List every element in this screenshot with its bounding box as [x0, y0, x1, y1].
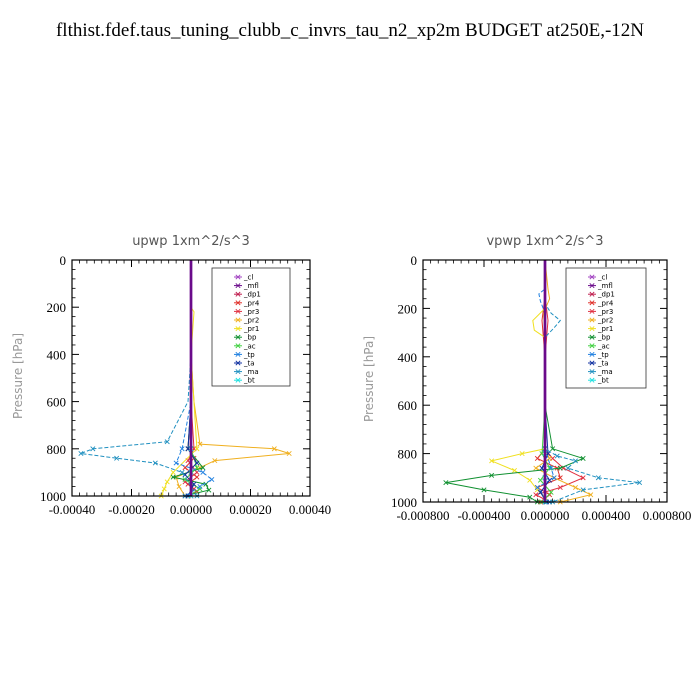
series_tp	[173, 260, 215, 499]
legend-label_pr2: _pr2	[597, 317, 613, 325]
series-line_pr1	[489, 260, 550, 503]
plot-frame	[422, 259, 668, 503]
series-line_ma	[544, 260, 640, 503]
y-tick-label: 400	[47, 347, 67, 362]
legend: _cl_mfl_dp1_pr4_pr3_pr2_pr1_bp_ac_tp_ta_…	[211, 267, 291, 387]
panel-title: upwp 1xm^2/s^3	[132, 234, 250, 249]
y-tick-label: 200	[398, 301, 418, 316]
x-tick-label: -0.00040	[49, 502, 96, 517]
plot-frame	[71, 259, 311, 497]
y-tick-label: 800	[398, 447, 418, 462]
legend-label_mfl: _mfl	[597, 282, 613, 290]
x-tick-label: -0.00020	[108, 502, 155, 517]
series_ma	[78, 260, 200, 499]
y-tick-label: 0	[60, 253, 67, 268]
legend-label_ma: _ma	[597, 368, 613, 376]
y-tick-label: 800	[47, 442, 67, 457]
series-line_tp	[175, 260, 213, 497]
legend-label_tp: _tp	[597, 351, 609, 359]
y-tick-label: 400	[398, 350, 418, 365]
legend-label_bt: _bt	[597, 377, 609, 385]
legend-label_pr4: _pr4	[597, 299, 614, 307]
legend-label_cl: _cl	[597, 274, 607, 282]
legend-label_ac: _ac	[243, 342, 256, 350]
legend-label_pr3: _pr3	[597, 308, 613, 316]
y-tick-label: 600	[398, 398, 418, 413]
y-axis-label: Pressure [hPa]	[11, 333, 25, 419]
legend-label_bt: _bt	[243, 377, 255, 385]
x-tick-label: 0.000000	[521, 508, 570, 523]
legend-label_bp: _bp	[597, 334, 611, 342]
series_pr1	[158, 260, 200, 499]
y-tick-label: 200	[47, 300, 67, 315]
series-line_pr2	[534, 259, 593, 503]
x-tick-label: -0.000800	[396, 508, 449, 523]
legend-label_pr1: _pr1	[597, 325, 613, 333]
x-tick-label: 0.00020	[229, 502, 271, 517]
x-tick-label: 0.000400	[582, 508, 631, 523]
legend-label_pr2: _pr2	[243, 317, 259, 325]
chart-panel-2: vpwp 1xm^2/s^3 Pressure [hPa] -0.000800 -0.…	[362, 234, 691, 523]
y-tick-label: 0	[411, 253, 418, 268]
x-tick-label: 0.00040	[289, 502, 331, 517]
legend-label_pr4: _pr4	[243, 299, 260, 307]
legend: _cl_mfl_dp1_pr4_pr3_pr2_pr1_bp_ac_tp_ta_…	[565, 267, 647, 389]
x-tick-label: 0.000800	[643, 508, 692, 523]
y-tick-label: 1000	[391, 495, 417, 510]
legend-label_mfl: _mfl	[243, 282, 259, 290]
legend-box	[565, 267, 647, 389]
legend-label_ta: _ta	[243, 360, 255, 368]
legend-label_tp: _tp	[243, 351, 255, 359]
legend-label_dp1: _dp1	[597, 291, 615, 299]
x-tick-label: -0.000400	[457, 508, 510, 523]
series-line_tp	[536, 260, 555, 503]
legend-label_ma: _ma	[243, 368, 259, 376]
legend-label_bp: _bp	[243, 334, 257, 342]
y-tick-label: 600	[47, 395, 67, 410]
y-axis-label: Pressure [hPa]	[362, 336, 376, 422]
legend-label_pr3: _pr3	[243, 308, 259, 316]
legend-label_ac: _ac	[597, 342, 610, 350]
x-tick-label: 0.00000	[170, 502, 212, 517]
figure-title: flthist.fdef.taus_tuning_clubb_c_invrs_t…	[55, 20, 645, 41]
legend-label_ta: _ta	[597, 360, 609, 368]
series-line_ma	[78, 260, 198, 497]
series-line_bp	[445, 260, 585, 503]
legend-label_cl: _cl	[243, 274, 253, 282]
panel-title: vpwp 1xm^2/s^3	[486, 234, 603, 249]
legend-label_dp1: _dp1	[243, 291, 261, 299]
y-tick-label: 1000	[40, 489, 66, 504]
chart-panel-1: upwp 1xm^2/s^3 Pressure [hPa] -0.00040 -0.0…	[11, 234, 331, 517]
legend-label_pr1: _pr1	[243, 325, 259, 333]
series_ma	[542, 260, 643, 505]
legend-box	[211, 267, 291, 387]
